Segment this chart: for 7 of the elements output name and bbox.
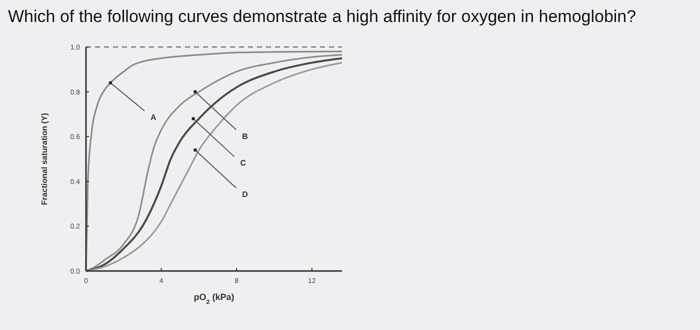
annotation: A [150,112,156,122]
annotation: B [242,132,248,141]
chart-title: Which of the following curves demonstrate a high affinity for oxygen in hemoglobin? [8,7,636,26]
annotation: C [240,158,246,168]
x-axis-title: pO$_{2}$ (kPa) [194,292,234,306]
annotation: D [242,190,248,200]
y-axis-title: Fractional saturation (Y) [40,112,49,206]
